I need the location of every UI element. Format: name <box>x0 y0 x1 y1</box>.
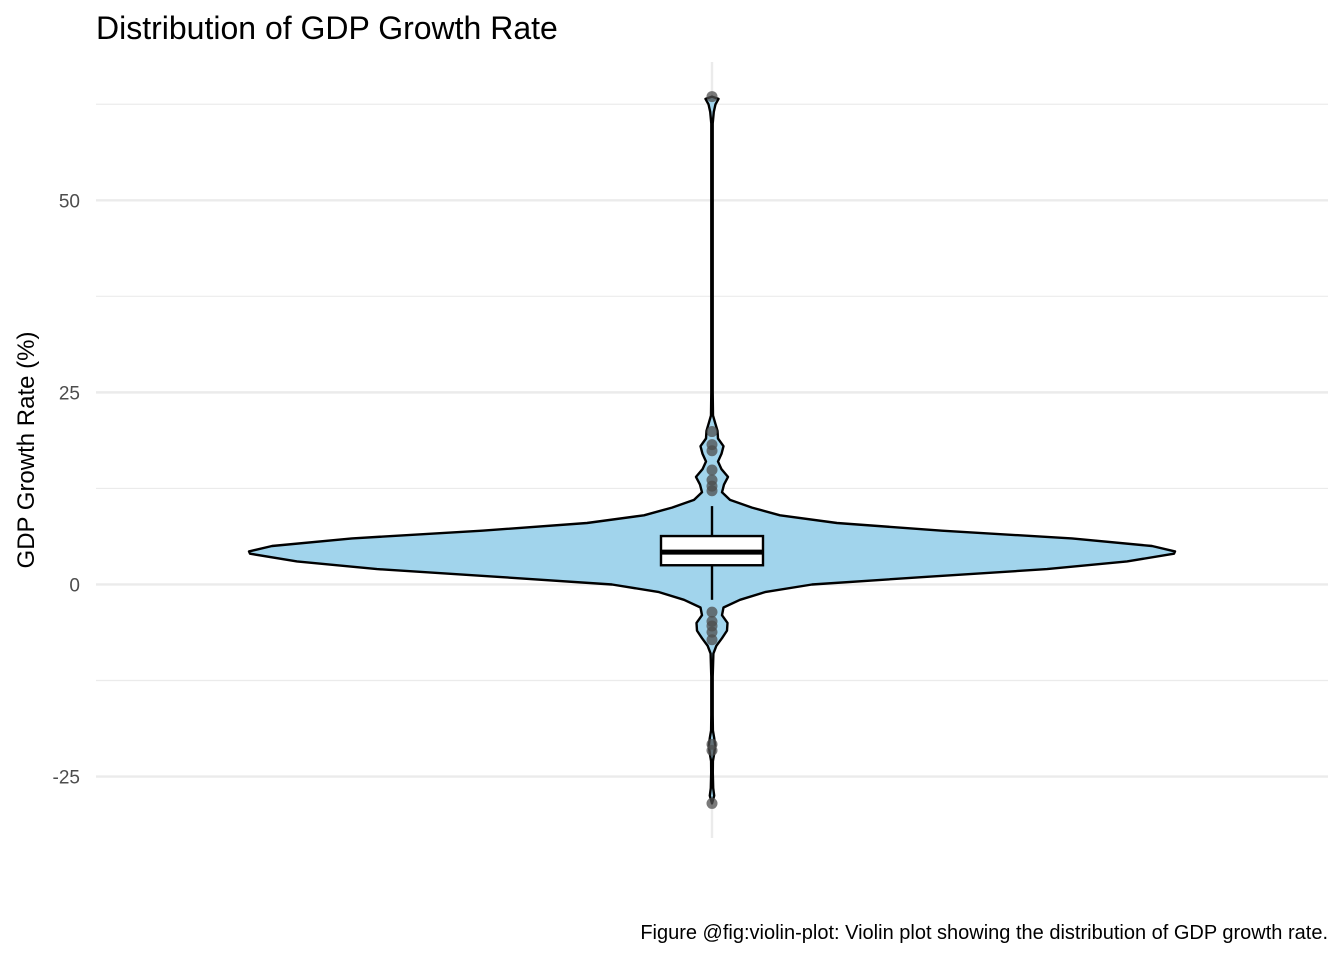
y-tick-labels: -25 0 25 50 <box>53 191 80 788</box>
outlier-point <box>706 797 718 809</box>
outlier-point <box>706 439 718 451</box>
y-axis-title: GDP Growth Rate (%) <box>13 332 40 569</box>
outlier-point <box>706 615 718 627</box>
outlier-point <box>706 634 718 646</box>
y-tick-label: 25 <box>59 383 80 404</box>
chart-title: Distribution of GDP Growth Rate <box>96 10 558 46</box>
y-tick-label: 0 <box>69 575 80 596</box>
outlier-point <box>706 606 718 618</box>
y-tick-label: -25 <box>53 768 80 789</box>
outlier-point <box>706 474 718 486</box>
outlier-point <box>706 426 718 438</box>
outlier-point <box>706 738 718 750</box>
boxplot-layer <box>659 506 765 600</box>
outlier-points <box>706 91 718 809</box>
figure-caption: Figure @fig:violin-plot: Violin plot sho… <box>640 922 1328 944</box>
outlier-point <box>706 91 718 103</box>
outlier-point <box>706 464 718 476</box>
y-tick-label: 50 <box>59 191 80 212</box>
